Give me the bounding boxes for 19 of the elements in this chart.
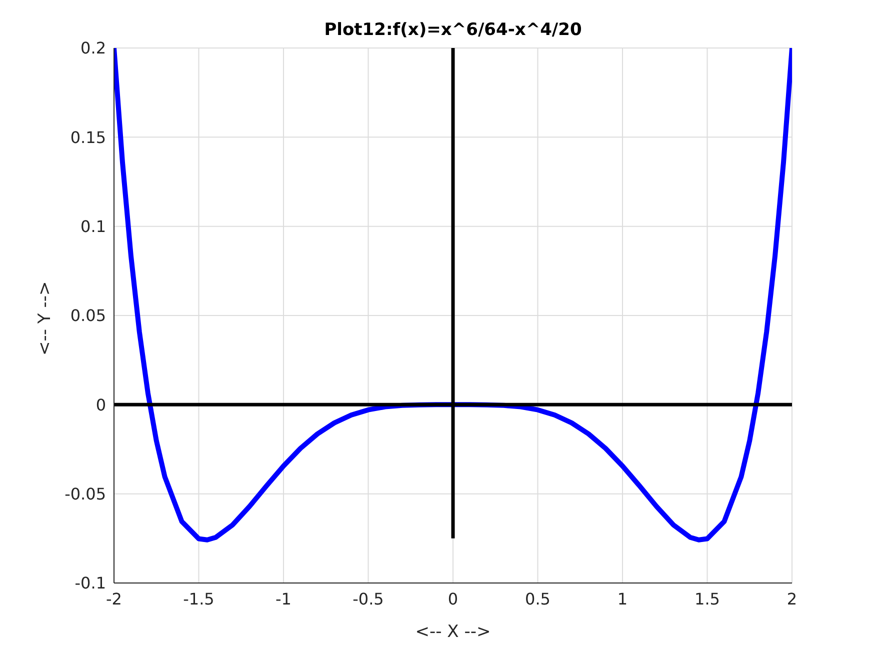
y-tick-label: 0.15 <box>70 128 106 147</box>
x-tick-label: 1 <box>617 589 628 608</box>
x-tick-label: -0.5 <box>352 589 384 608</box>
y-tick-label: -0.05 <box>64 484 106 504</box>
y-tick-label: 0.2 <box>80 38 106 58</box>
y-tick-label: 0 <box>96 395 106 414</box>
x-tick-label: -2 <box>106 589 122 608</box>
x-tick-label: 0.5 <box>525 589 550 608</box>
x-tick-label: -1 <box>276 589 292 608</box>
chart-title: Plot12:f(x)=x^6/64-x^4/20 <box>323 20 583 40</box>
x-tick-label: 2 <box>786 589 798 608</box>
y-axis-title: <-- Y --> <box>35 281 56 356</box>
y-tick-label: -0.1 <box>74 574 106 593</box>
y-tick-label: 0.05 <box>70 306 106 326</box>
x-axis-title: <-- X --> <box>415 622 491 642</box>
x-tick-label: 0 <box>448 589 458 608</box>
x-tick-label: 1.5 <box>694 589 720 608</box>
x-tick-label: -1.5 <box>183 589 214 608</box>
y-tick-label: 0.1 <box>80 217 106 236</box>
